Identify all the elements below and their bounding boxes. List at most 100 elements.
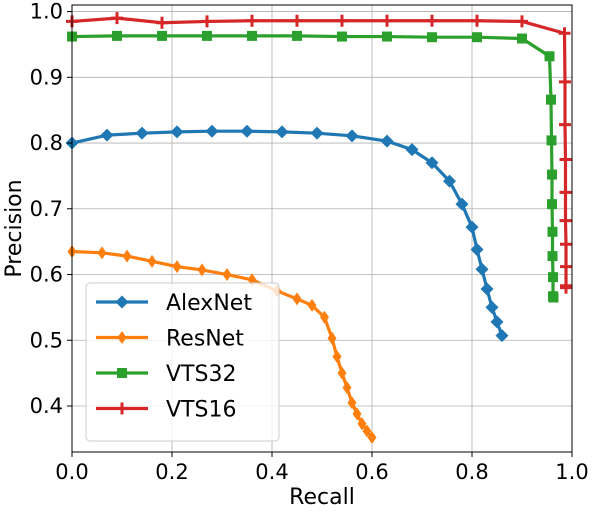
data-point-vts16 bbox=[560, 238, 572, 251]
data-point-vts16 bbox=[516, 15, 528, 28]
data-point-alexnet bbox=[205, 124, 219, 138]
data-point-resnet bbox=[307, 298, 317, 312]
y-tick-label: 0.9 bbox=[30, 65, 63, 89]
y-axis-label: Precision bbox=[2, 179, 27, 277]
legend-item-resnet: ResNet bbox=[96, 327, 244, 352]
data-point-vts16 bbox=[156, 16, 168, 29]
legend-label-vts16: VTS16 bbox=[166, 398, 236, 423]
data-point-vts32 bbox=[292, 30, 302, 41]
data-point-vts32 bbox=[157, 30, 167, 41]
legend-label-vts32: VTS32 bbox=[166, 362, 236, 387]
plot-series bbox=[65, 12, 572, 445]
data-point-resnet bbox=[97, 246, 107, 260]
data-point-resnet bbox=[332, 350, 342, 364]
series-alexnet bbox=[65, 124, 509, 343]
data-point-vts32 bbox=[546, 135, 557, 146]
data-point-vts16 bbox=[246, 14, 258, 27]
data-point-resnet bbox=[352, 407, 362, 421]
data-point-vts16 bbox=[201, 15, 213, 28]
series-resnet bbox=[67, 245, 377, 445]
data-point-vts16 bbox=[559, 214, 572, 227]
legend-item-alexnet: AlexNet bbox=[96, 291, 252, 316]
data-point-alexnet bbox=[475, 262, 489, 276]
data-point-vts32 bbox=[547, 226, 558, 237]
series-line-vts16 bbox=[71, 16, 568, 288]
data-point-vts32 bbox=[547, 199, 557, 210]
data-point-vts32 bbox=[337, 31, 347, 42]
x-tick-label: 0.6 bbox=[355, 460, 388, 484]
data-point-vts32 bbox=[548, 272, 558, 283]
data-point-resnet bbox=[147, 254, 157, 268]
series-vts16 bbox=[66, 12, 572, 294]
legend-label-alexnet: AlexNet bbox=[166, 291, 252, 316]
legend-marker-vts16 bbox=[116, 402, 128, 415]
legend-item-vts32: VTS32 bbox=[96, 362, 236, 387]
data-point-resnet bbox=[327, 331, 337, 345]
y-tick-label: 0.7 bbox=[30, 197, 63, 221]
data-point-vts16 bbox=[559, 118, 571, 131]
y-tick-label: 0.6 bbox=[30, 263, 63, 287]
data-point-vts16 bbox=[559, 186, 572, 199]
data-point-vts32 bbox=[382, 31, 392, 42]
data-point-resnet bbox=[347, 396, 357, 410]
data-point-alexnet bbox=[443, 174, 456, 188]
legend-item-vts16: VTS16 bbox=[96, 398, 236, 423]
data-point-alexnet bbox=[310, 126, 324, 140]
data-point-alexnet bbox=[405, 143, 419, 157]
data-point-vts32 bbox=[547, 251, 558, 262]
x-tick-label: 0.2 bbox=[155, 460, 188, 484]
data-point-vts32 bbox=[472, 32, 482, 43]
legend-marker-alexnet bbox=[115, 295, 129, 309]
data-point-vts16 bbox=[560, 281, 572, 294]
y-tick-label: 0.4 bbox=[30, 394, 63, 418]
data-point-resnet bbox=[222, 268, 232, 282]
data-point-vts16 bbox=[471, 14, 483, 27]
axis-ticks: 0.0 0.2 0.4 0.6 0.8 1.0 0.4 0.5 0.6 0.7 0.8 0.9 1.0 bbox=[30, 0, 589, 484]
data-point-vts32 bbox=[546, 94, 556, 105]
y-tick-label: 0.8 bbox=[30, 131, 63, 155]
data-point-resnet bbox=[342, 381, 352, 395]
data-point-vts32 bbox=[517, 33, 527, 44]
data-point-alexnet bbox=[485, 300, 499, 314]
data-point-vts32 bbox=[427, 32, 437, 43]
data-point-alexnet bbox=[455, 197, 469, 211]
data-point-resnet bbox=[197, 263, 207, 277]
legend-marker-vts32 bbox=[117, 368, 127, 378]
y-tick-label: 1.0 bbox=[30, 0, 63, 24]
data-point-alexnet bbox=[380, 134, 394, 148]
data-point-alexnet bbox=[425, 156, 439, 170]
data-point-vts16 bbox=[111, 12, 123, 25]
x-tick-label: 0.0 bbox=[55, 460, 88, 484]
data-point-resnet bbox=[367, 431, 377, 445]
legend-box bbox=[85, 282, 280, 442]
data-point-vts32 bbox=[544, 51, 555, 62]
axes-frame bbox=[71, 4, 573, 453]
data-point-alexnet bbox=[100, 128, 114, 142]
series-vts32 bbox=[67, 30, 559, 303]
data-point-vts32 bbox=[247, 30, 257, 41]
data-point-resnet bbox=[172, 260, 182, 274]
data-point-vts16 bbox=[560, 260, 572, 273]
data-point-vts32 bbox=[548, 292, 559, 303]
data-point-resnet bbox=[362, 424, 372, 438]
data-point-resnet bbox=[122, 249, 132, 263]
data-point-alexnet bbox=[495, 329, 509, 343]
data-point-vts32 bbox=[112, 30, 122, 41]
data-point-resnet bbox=[320, 310, 329, 324]
x-axis-label: Recall bbox=[289, 485, 355, 510]
data-point-alexnet bbox=[275, 125, 289, 139]
data-point-alexnet bbox=[465, 220, 479, 234]
data-point-resnet bbox=[337, 366, 347, 380]
data-point-vts16 bbox=[559, 153, 572, 166]
data-point-vts32 bbox=[202, 30, 212, 41]
data-point-vts16 bbox=[291, 14, 303, 27]
data-point-alexnet bbox=[240, 124, 254, 138]
data-point-vts32 bbox=[547, 169, 557, 180]
data-point-vts16 bbox=[336, 14, 348, 27]
legend-marker-resnet bbox=[117, 331, 127, 344]
data-point-alexnet bbox=[170, 125, 184, 139]
data-point-resnet bbox=[292, 292, 302, 306]
x-tick-label: 0.4 bbox=[255, 460, 288, 484]
y-tick-label: 0.5 bbox=[30, 328, 63, 352]
